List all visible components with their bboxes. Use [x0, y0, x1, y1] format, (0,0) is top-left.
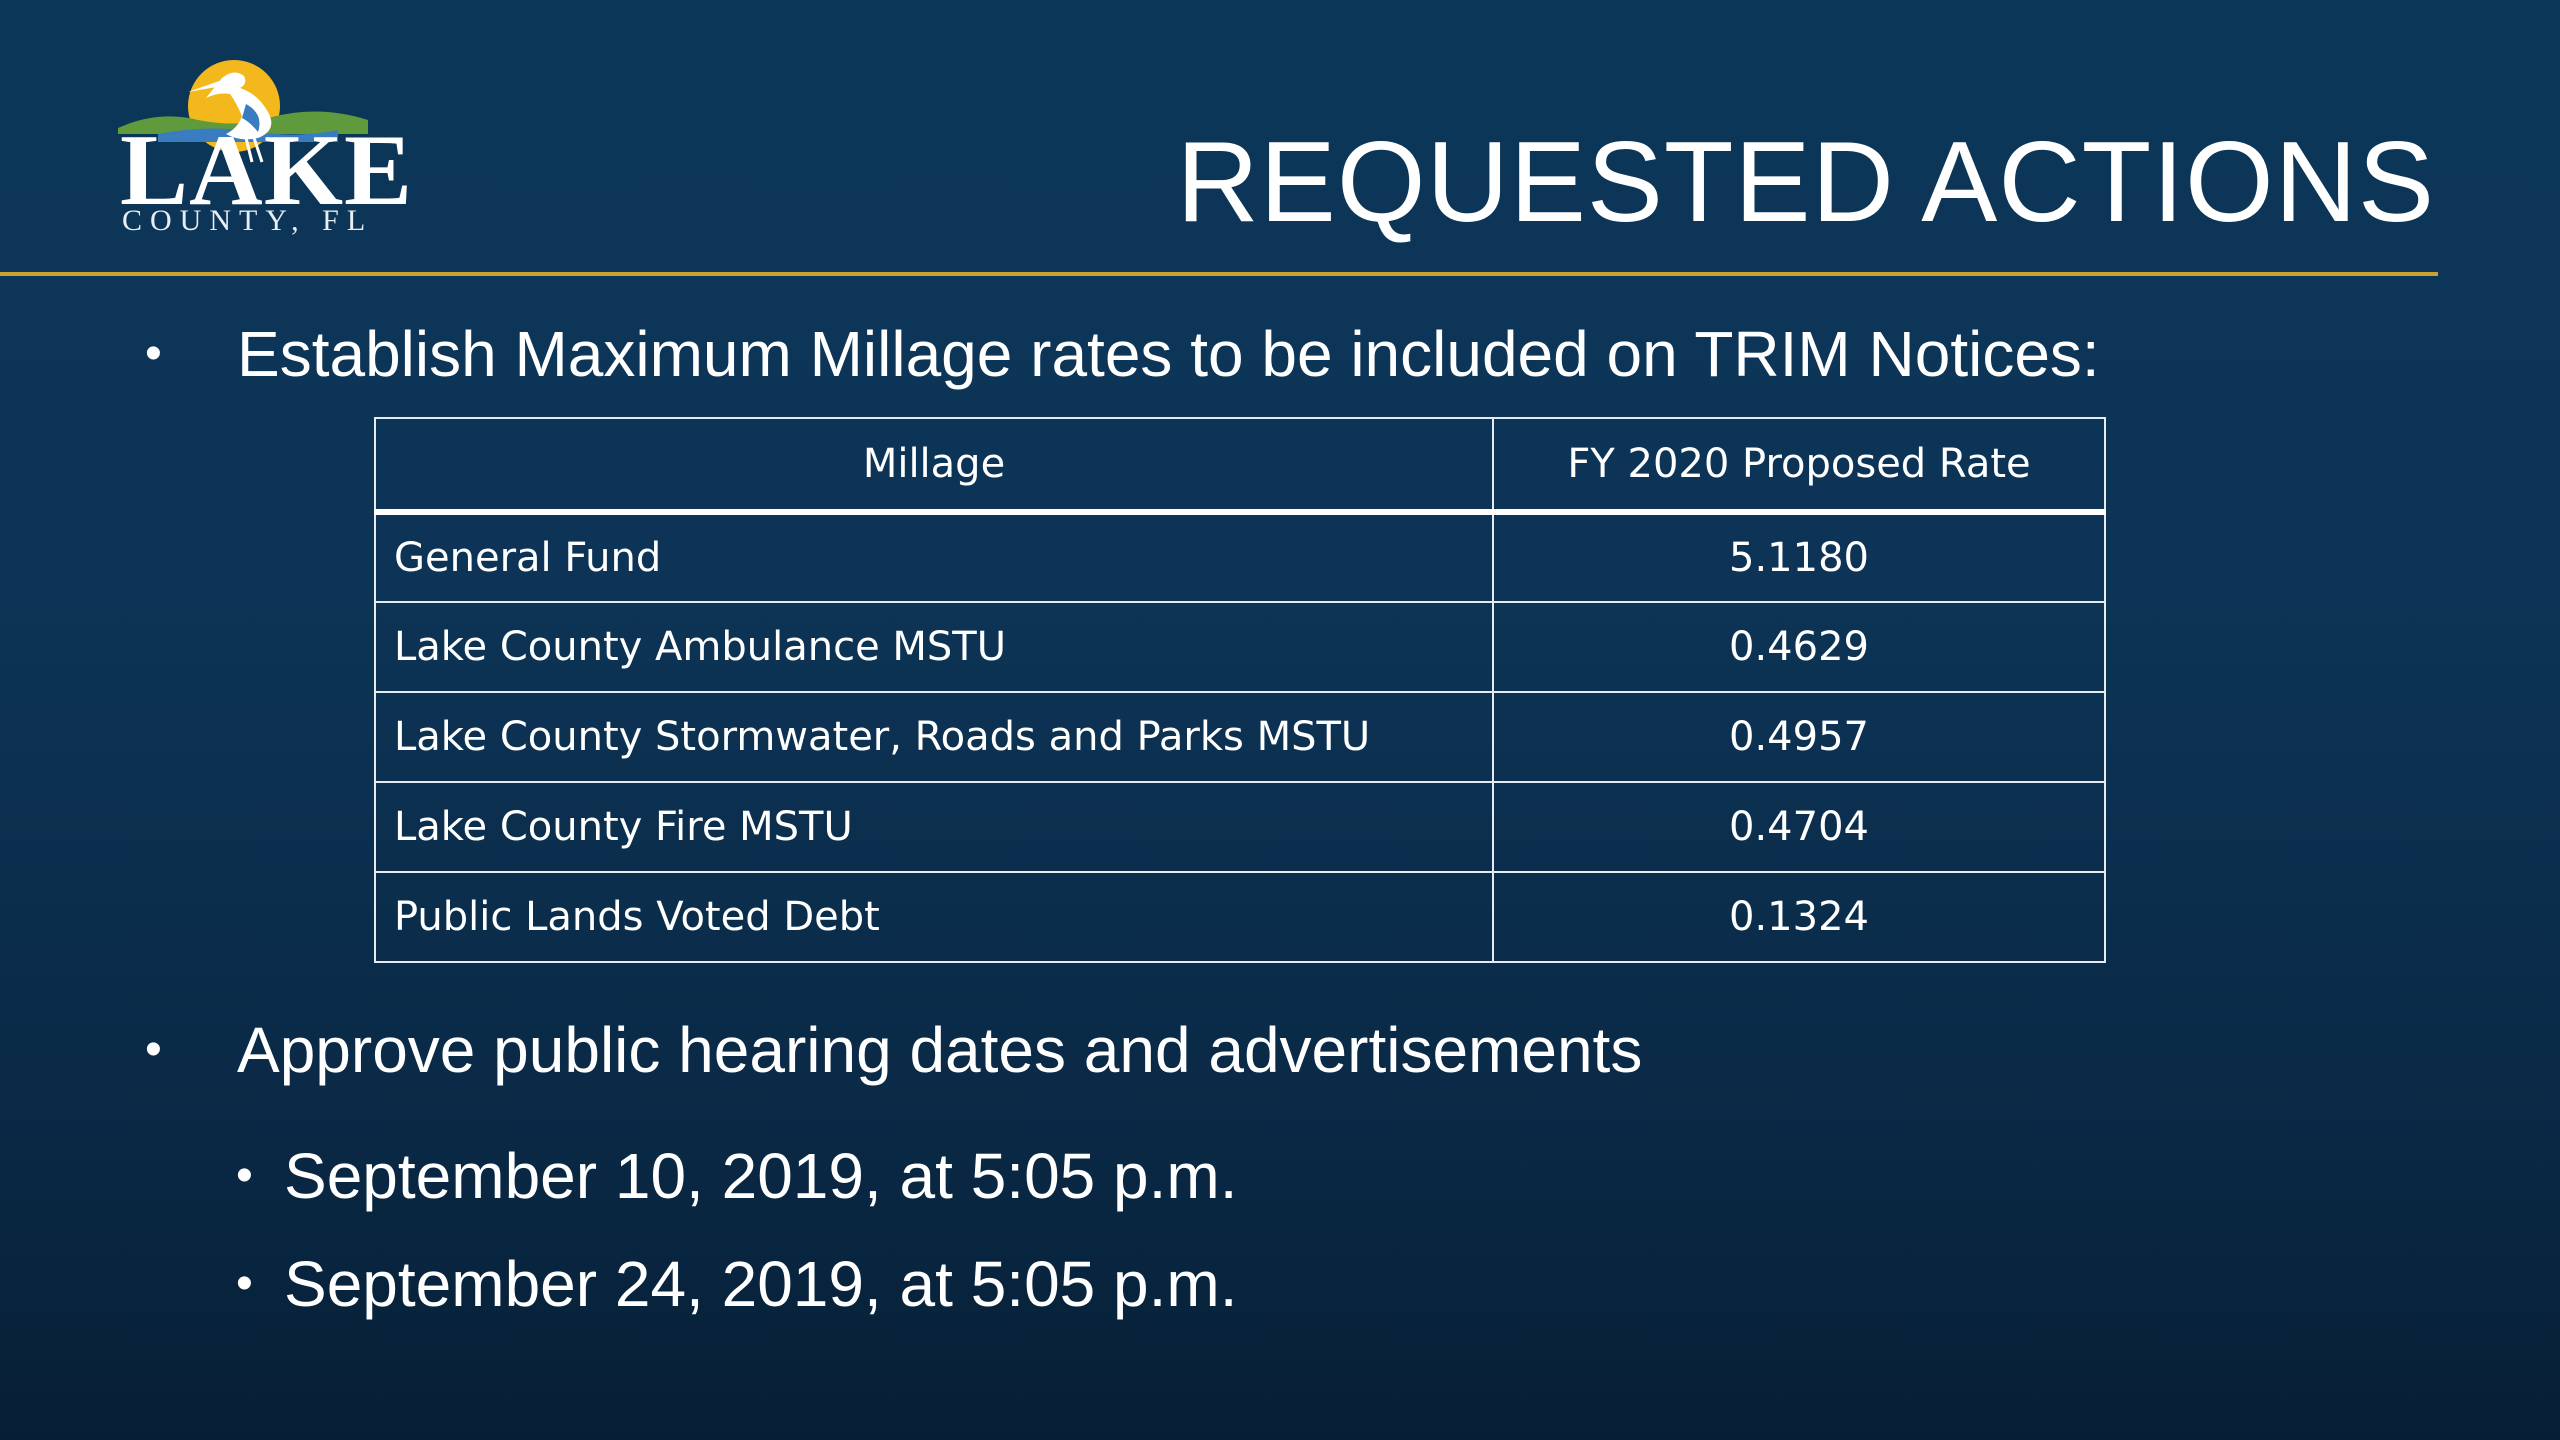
bullet-hearings: • Approve public hearing dates and adver… — [145, 1012, 1643, 1088]
row-name: Lake County Stormwater, Roads and Parks … — [374, 691, 1494, 783]
row-rate: 5.1180 — [1492, 511, 2106, 603]
table-row: Public Lands Voted Debt 0.1324 — [374, 871, 2106, 963]
bullet-icon: • — [236, 1257, 253, 1310]
table-row: General Fund 5.1180 — [374, 511, 2106, 603]
logo-subtitle: COUNTY, FL — [122, 204, 374, 237]
table-row: Lake County Ambulance MSTU 0.4629 — [374, 601, 2106, 693]
hearing-date-item: • September 10, 2019, at 5:05 p.m. — [236, 1138, 1238, 1214]
lake-county-logo: LAKE COUNTY, FL — [118, 58, 412, 238]
hearing-date-text: September 24, 2019, at 5:05 p.m. — [284, 1248, 1238, 1320]
row-name: Lake County Fire MSTU — [374, 781, 1494, 873]
table-header-row: Millage FY 2020 Proposed Rate — [374, 417, 2106, 515]
row-name: Public Lands Voted Debt — [374, 871, 1494, 963]
millage-table: Millage FY 2020 Proposed Rate General Fu… — [374, 417, 2106, 963]
row-name: General Fund — [374, 511, 1494, 603]
row-name: Lake County Ambulance MSTU — [374, 601, 1494, 693]
title-divider — [0, 272, 2438, 276]
header-proposed-rate: FY 2020 Proposed Rate — [1492, 417, 2106, 515]
row-rate: 0.1324 — [1492, 871, 2106, 963]
hearing-date-text: September 10, 2019, at 5:05 p.m. — [284, 1140, 1238, 1212]
table-row: Lake County Stormwater, Roads and Parks … — [374, 691, 2106, 783]
bullet-icon: • — [145, 1023, 162, 1076]
row-rate: 0.4957 — [1492, 691, 2106, 783]
bullet-icon: • — [236, 1149, 253, 1202]
table-row: Lake County Fire MSTU 0.4704 — [374, 781, 2106, 873]
bullet-millage: • Establish Maximum Millage rates to be … — [145, 316, 2100, 392]
logo-wordmark: LAKE — [120, 114, 414, 227]
header-millage: Millage — [374, 417, 1494, 515]
bullet-hearings-text: Approve public hearing dates and adverti… — [237, 1014, 1643, 1086]
bullet-millage-text: Establish Maximum Millage rates to be in… — [237, 318, 2100, 390]
row-rate: 0.4704 — [1492, 781, 2106, 873]
bullet-icon: • — [145, 327, 162, 380]
heron-sun-icon — [118, 60, 368, 163]
millage-table-container: Millage FY 2020 Proposed Rate General Fu… — [374, 417, 2106, 981]
row-rate: 0.4629 — [1492, 601, 2106, 693]
hearing-date-item: • September 24, 2019, at 5:05 p.m. — [236, 1246, 1238, 1322]
slide-title: REQUESTED ACTIONS — [1176, 119, 2435, 246]
